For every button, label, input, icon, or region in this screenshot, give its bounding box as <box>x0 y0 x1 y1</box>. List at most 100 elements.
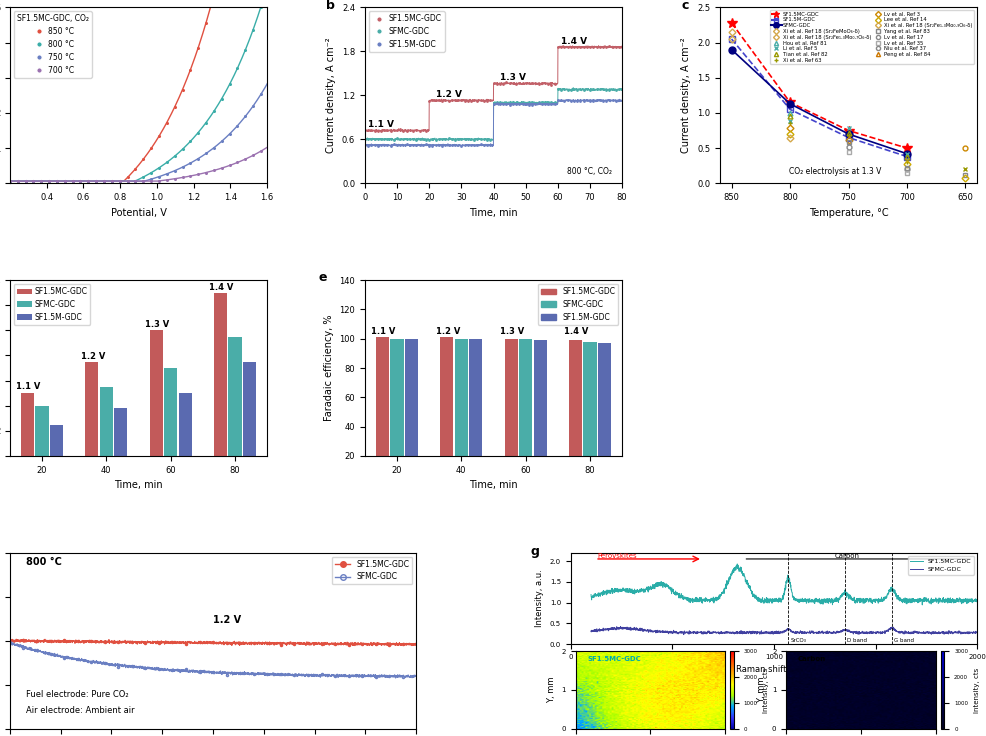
Text: g: g <box>529 545 538 559</box>
SF1.5M-GDC <box>725 35 737 43</box>
Bar <box>390 339 403 485</box>
Bar <box>598 343 610 485</box>
Bar <box>440 337 453 485</box>
SF1.5M-GDC <box>783 105 795 114</box>
Y-axis label: Current density, A cm⁻²: Current density, A cm⁻² <box>326 38 336 153</box>
Text: 1.1 V: 1.1 V <box>17 383 40 392</box>
Bar <box>100 387 112 456</box>
Text: 1.1 V: 1.1 V <box>368 120 393 129</box>
Text: D band: D band <box>846 638 866 643</box>
SFMC-GDC <box>614 622 626 631</box>
Legend: SF1.5MC-GDC, SF1.5M-GDC, SFMC-GDC, Xi et al. Ref 18 (Sr₂FeMoO₆-δ), Xi et al. Ref: SF1.5MC-GDC, SF1.5M-GDC, SFMC-GDC, Xi et… <box>769 10 973 65</box>
X-axis label: Potential, V: Potential, V <box>110 208 167 218</box>
Text: 1.2 V: 1.2 V <box>213 615 241 625</box>
Bar <box>568 340 582 485</box>
Text: CO₂ electrolysis at 1.3 V: CO₂ electrolysis at 1.3 V <box>789 168 880 177</box>
Bar <box>114 408 127 456</box>
Text: Perovskites: Perovskites <box>597 553 636 559</box>
SFMC-GDC <box>888 626 900 634</box>
Legend: SF1.5MC-GDC, SFMC-GDC, SF1.5M-GDC: SF1.5MC-GDC, SFMC-GDC, SF1.5M-GDC <box>537 284 617 325</box>
SFMC-GDC <box>783 99 795 108</box>
SF1.5MC-GDC <box>585 590 597 599</box>
Text: c: c <box>680 0 688 12</box>
Legend: SF1.5MC-GDC, SFMC-GDC, SF1.5M-GDC: SF1.5MC-GDC, SFMC-GDC, SF1.5M-GDC <box>369 11 444 52</box>
Line: SFMC-GDC: SFMC-GDC <box>591 626 976 634</box>
Bar <box>468 339 482 485</box>
Bar <box>504 339 518 485</box>
Bar <box>214 293 227 456</box>
Text: 1.2 V: 1.2 V <box>81 353 105 361</box>
Bar <box>150 330 163 456</box>
Text: Fuel electrode: Pure CO₂: Fuel electrode: Pure CO₂ <box>26 690 128 699</box>
Bar <box>404 339 418 485</box>
Y-axis label: Intensity, a.u.: Intensity, a.u. <box>534 570 543 627</box>
SF1.5MC-GDC <box>959 595 971 604</box>
Bar <box>164 368 177 456</box>
SFMC-GDC <box>725 45 737 54</box>
Text: 1.4 V: 1.4 V <box>564 328 588 336</box>
SFMC-GDC <box>970 629 982 637</box>
SFMC-GDC <box>959 628 971 637</box>
Text: 800 °C: 800 °C <box>26 557 62 567</box>
SFMC-GDC <box>762 628 774 637</box>
SF1.5MC-GDC <box>783 98 795 107</box>
SFMC-GDC <box>585 626 597 635</box>
Legend: 850 °C, 800 °C, 750 °C, 700 °C: 850 °C, 800 °C, 750 °C, 700 °C <box>14 11 92 77</box>
SF1.5MC-GDC <box>900 144 912 152</box>
SFMC-GDC <box>604 624 616 633</box>
Text: 800 °C, CO₂: 800 °C, CO₂ <box>566 167 611 176</box>
SF1.5MC-GDC <box>888 589 900 598</box>
Bar <box>376 337 388 485</box>
X-axis label: Raman shift, cm⁻¹: Raman shift, cm⁻¹ <box>736 665 811 674</box>
Text: 1.2 V: 1.2 V <box>435 328 459 336</box>
SF1.5MC-GDC <box>762 597 774 606</box>
Y-axis label: Current density, A cm⁻²: Current density, A cm⁻² <box>680 38 691 153</box>
X-axis label: Time, min: Time, min <box>468 208 518 218</box>
Bar <box>50 425 63 456</box>
Text: 1.4 V: 1.4 V <box>209 283 234 292</box>
Legend: SF1.5MC-GDC, SFMC-GDC: SF1.5MC-GDC, SFMC-GDC <box>907 556 973 575</box>
Text: 1.4 V: 1.4 V <box>560 37 587 46</box>
SF1.5MC-GDC <box>915 601 927 609</box>
SF1.5MC-GDC <box>970 596 982 605</box>
Text: SF1.5MC-GDC: SF1.5MC-GDC <box>587 656 641 662</box>
Y-axis label: Y, mm: Y, mm <box>546 676 555 703</box>
Bar <box>533 340 546 485</box>
SFMC-GDC <box>900 149 912 158</box>
Text: e: e <box>318 272 326 284</box>
Text: Carbon: Carbon <box>834 553 859 559</box>
Bar <box>455 339 467 485</box>
Text: G band: G band <box>893 638 913 643</box>
Line: SF1.5M-GDC: SF1.5M-GDC <box>728 36 909 159</box>
Text: SrCO₃: SrCO₃ <box>790 638 806 643</box>
SF1.5MC-GDC <box>772 596 784 605</box>
SF1.5MC-GDC <box>725 18 737 27</box>
SFMC-GDC <box>677 630 689 639</box>
Line: SFMC-GDC: SFMC-GDC <box>728 46 909 158</box>
SF1.5MC-GDC <box>604 589 616 598</box>
Bar <box>85 361 99 456</box>
Bar <box>35 406 48 456</box>
Bar <box>519 339 531 485</box>
X-axis label: Time, min: Time, min <box>468 480 518 490</box>
Line: SF1.5MC-GDC: SF1.5MC-GDC <box>591 564 976 605</box>
SF1.5MC-GDC <box>731 559 742 568</box>
SF1.5M-GDC <box>842 133 854 142</box>
SFMC-GDC <box>842 130 854 138</box>
Y-axis label: Intensity, cts: Intensity, cts <box>973 668 979 712</box>
Text: 1.3 V: 1.3 V <box>145 319 169 328</box>
Legend: SF1.5MC-GDC, SFMC-GDC: SF1.5MC-GDC, SFMC-GDC <box>331 556 412 584</box>
SFMC-GDC <box>959 628 971 637</box>
Bar <box>228 336 242 456</box>
Bar <box>21 393 35 456</box>
Text: Carbon: Carbon <box>798 656 825 662</box>
Bar <box>178 393 191 456</box>
X-axis label: Time, min: Time, min <box>114 480 163 490</box>
SFMC-GDC <box>772 628 784 637</box>
SF1.5MC-GDC <box>842 126 854 135</box>
Text: 1.2 V: 1.2 V <box>435 90 461 99</box>
Bar <box>243 361 255 456</box>
Text: 1.1 V: 1.1 V <box>371 328 395 336</box>
SF1.5MC-GDC <box>959 598 971 606</box>
Line: SF1.5MC-GDC: SF1.5MC-GDC <box>726 18 911 153</box>
